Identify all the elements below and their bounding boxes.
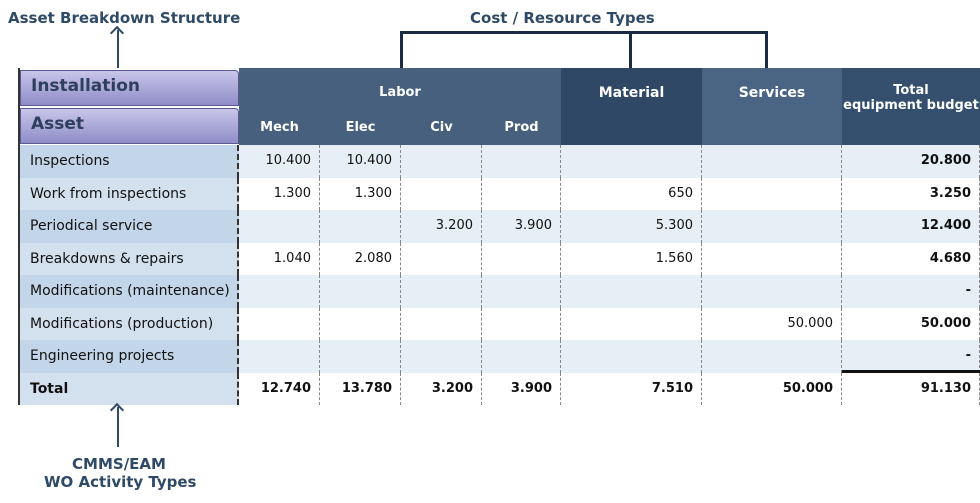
elec-cell: 1.300: [320, 177, 401, 210]
total-header-line1: Total: [893, 83, 929, 98]
mech-cell: [239, 275, 320, 308]
bracket-line: [400, 31, 767, 34]
material-cell: [561, 275, 702, 308]
row-label: Modifications (production): [20, 307, 239, 340]
table-row: Engineering projects -: [20, 340, 980, 373]
table-row: Total 12.740 13.780 3.200 3.900 7.510 50.000 91…: [20, 372, 980, 405]
total-cell: 20.800: [842, 145, 980, 178]
row-label: Breakdowns & repairs: [20, 242, 239, 275]
table-row: Periodical service 3.200 3.900 5.300 12.400: [20, 210, 980, 243]
prod-cell: 3.900: [482, 210, 561, 243]
installation-tab: Installation: [20, 70, 239, 106]
prod-header: Prod: [504, 120, 539, 135]
mech-cell: 1.300: [239, 177, 320, 210]
elec-header: Elec: [345, 120, 376, 135]
row-label: Periodical service: [20, 210, 239, 243]
asset-tab: Asset: [20, 108, 239, 144]
row-label: Engineering projects: [20, 340, 239, 373]
civ-cell: [401, 307, 482, 340]
civ-header: Civ: [430, 120, 453, 135]
civ-cell: [401, 177, 482, 210]
services-cell: 50.000: [702, 307, 842, 340]
elec-cell: [320, 340, 401, 373]
material-cell: 5.300: [561, 210, 702, 243]
elec-cell: [320, 210, 401, 243]
civ-cell: [401, 242, 482, 275]
total-header-line2: equipment budget: [843, 98, 979, 113]
table-row: Modifications (production) 50.000 50.000: [20, 307, 980, 340]
services-header: Services: [702, 68, 842, 145]
civ-cell: 3.200: [401, 210, 482, 243]
material-cell: 650: [561, 177, 702, 210]
prod-cell: [482, 177, 561, 210]
total-cell: 12.400: [842, 210, 980, 243]
elec-cell: 10.400: [320, 145, 401, 178]
wo-activity-types-label: CMMS/EAM WO Activity Types: [44, 455, 197, 491]
material-cell: [561, 145, 702, 178]
services-cell: 50.000: [702, 372, 842, 405]
bracket-line: [400, 31, 403, 68]
mech-cell: 12.740: [239, 372, 320, 405]
wo-label-line1: CMMS/EAM: [72, 455, 166, 473]
bracket-line: [765, 31, 768, 68]
mech-cell: 1.040: [239, 242, 320, 275]
total-cell: 3.250: [842, 177, 980, 210]
civ-cell: [401, 275, 482, 308]
cost-resource-types-label: Cost / Resource Types: [470, 9, 655, 27]
wo-label-line2: WO Activity Types: [44, 473, 197, 491]
total-cell: -: [842, 340, 980, 373]
prod-cell: [482, 145, 561, 178]
table-row: Inspections 10.400 10.400 20.800: [20, 145, 980, 178]
civ-cell: [401, 145, 482, 178]
asset-breakdown-label: Asset Breakdown Structure: [8, 9, 241, 27]
row-label: Work from inspections: [20, 177, 239, 210]
row-label: Modifications (maintenance): [20, 275, 239, 308]
prod-cell: [482, 242, 561, 275]
bracket-line: [629, 31, 632, 68]
material-cell: 1.560: [561, 242, 702, 275]
civ-cell: [401, 340, 482, 373]
elec-cell: [320, 307, 401, 340]
row-label: Total: [20, 372, 239, 405]
mech-cell: [239, 307, 320, 340]
budget-table: Labor Mech Elec Civ Prod Material Servic…: [18, 68, 980, 405]
services-cell: [702, 340, 842, 373]
services-cell: [702, 210, 842, 243]
labor-header: Labor Mech Elec Civ Prod: [239, 68, 561, 145]
elec-cell: 2.080: [320, 242, 401, 275]
mech-cell: [239, 210, 320, 243]
labor-label: Labor: [379, 85, 421, 100]
civ-cell: 3.200: [401, 372, 482, 405]
material-cell: [561, 307, 702, 340]
arrow-up-icon: [117, 30, 119, 68]
mech-cell: [239, 340, 320, 373]
prod-cell: 3.900: [482, 372, 561, 405]
total-cell: -: [842, 275, 980, 308]
prod-cell: [482, 307, 561, 340]
material-cell: [561, 340, 702, 373]
prod-cell: [482, 340, 561, 373]
elec-cell: [320, 275, 401, 308]
table-row: Modifications (maintenance) -: [20, 275, 980, 308]
total-divider: [842, 370, 980, 373]
row-label: Inspections: [20, 145, 239, 178]
material-header: Material: [561, 68, 702, 145]
material-cell: 7.510: [561, 372, 702, 405]
total-cell: 4.680: [842, 242, 980, 275]
mech-header: Mech: [260, 120, 299, 135]
total-cell: 91.130: [842, 372, 980, 405]
services-cell: [702, 275, 842, 308]
services-cell: [702, 145, 842, 178]
elec-cell: 13.780: [320, 372, 401, 405]
arrow-up-icon: [117, 407, 119, 447]
services-cell: [702, 177, 842, 210]
mech-cell: 10.400: [239, 145, 320, 178]
total-cell: 50.000: [842, 307, 980, 340]
services-cell: [702, 242, 842, 275]
table-row: Work from inspections 1.300 1.300 650 3.250: [20, 177, 980, 210]
prod-cell: [482, 275, 561, 308]
total-header: Total equipment budget: [842, 68, 980, 145]
table-row: Breakdowns & repairs 1.040 2.080 1.560 4.680: [20, 242, 980, 275]
